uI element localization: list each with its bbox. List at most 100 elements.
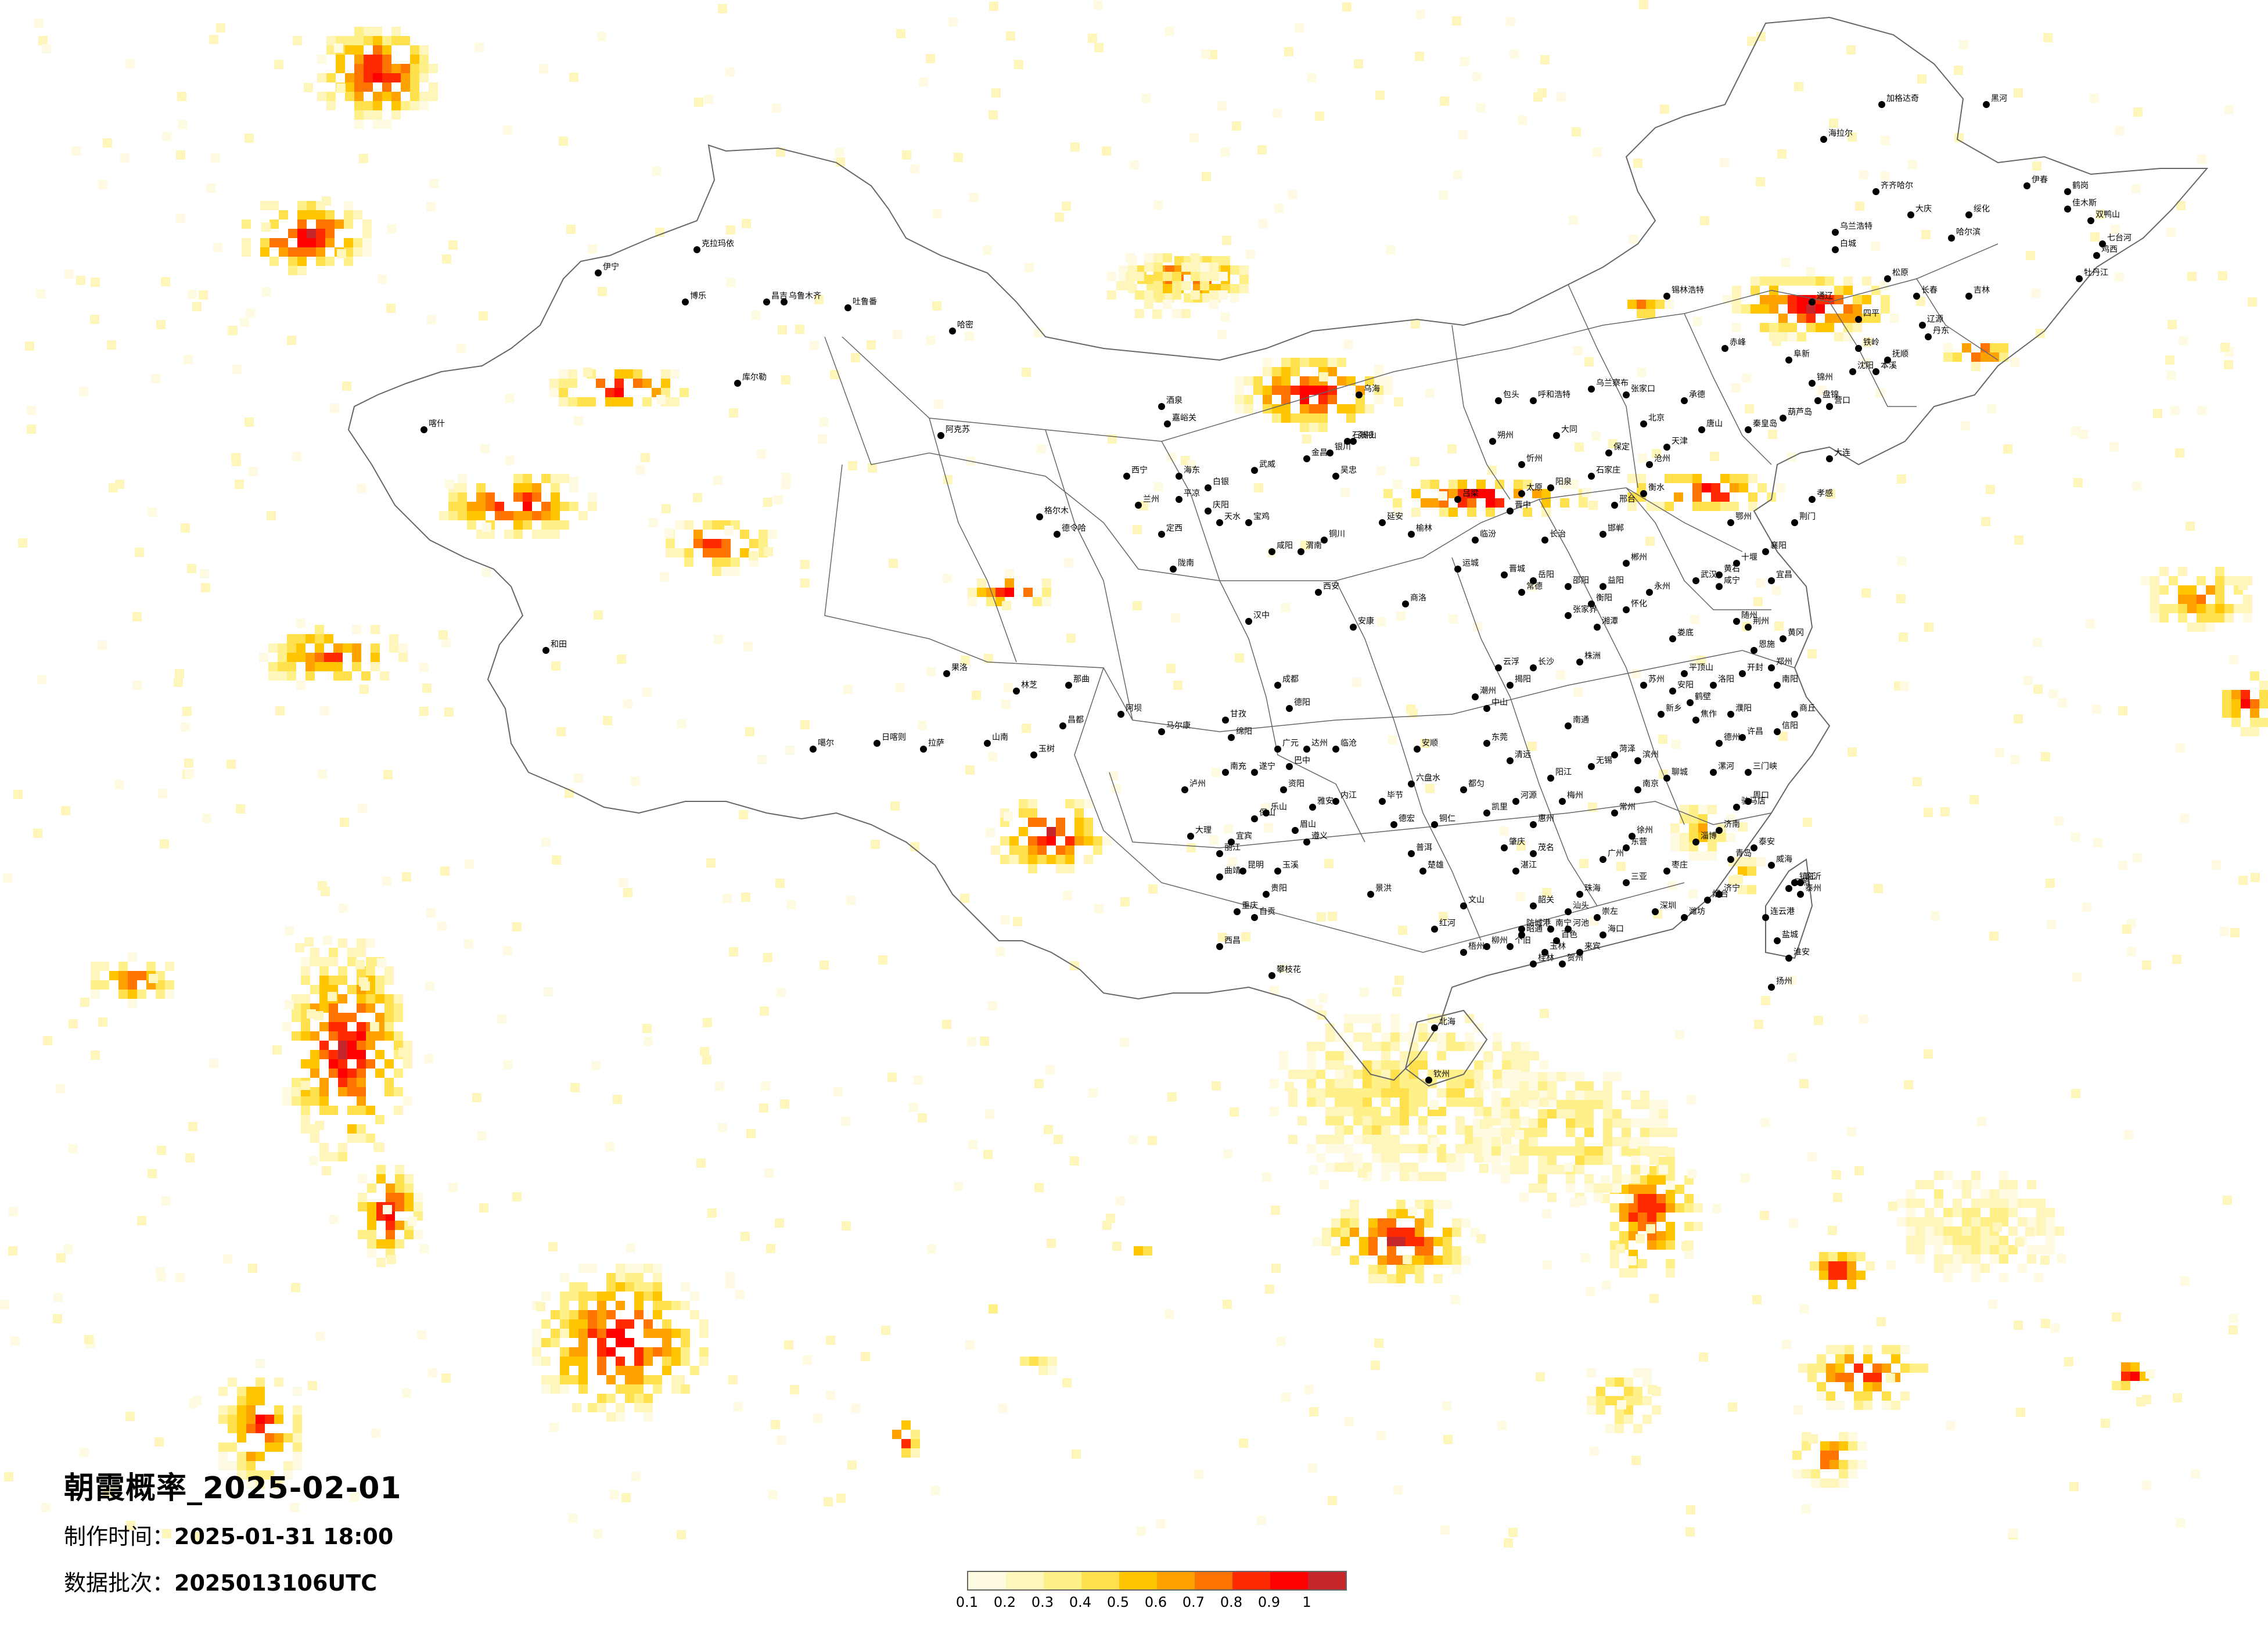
heat-cell [367, 1230, 376, 1239]
taiwan-outline [1765, 858, 1813, 959]
heat-cell [2231, 708, 2241, 718]
heat-cell [301, 1081, 310, 1090]
city-dot [1774, 728, 1781, 735]
city-label: 大庆 [1915, 204, 1932, 214]
heat-cell [1001, 700, 1011, 709]
heat-cell [1692, 483, 1702, 492]
city-dot [1948, 235, 1955, 242]
heat-cell [404, 1230, 414, 1239]
heat-cell [694, 98, 703, 107]
heat-cell [597, 1394, 606, 1403]
heat-cell [861, 1352, 870, 1361]
heat-cell [1112, 784, 1121, 793]
heat-cell [988, 1001, 997, 1010]
heat-cell [213, 243, 222, 252]
heat-cell [2043, 33, 2053, 42]
heat-cell [125, 1412, 135, 1421]
city-label: 德阳 [1294, 698, 1310, 707]
city-label: 六盘水 [1416, 773, 1440, 783]
heat-cell [1107, 272, 1116, 281]
heat-cell [1065, 836, 1074, 846]
heat-cell [1502, 1079, 1511, 1088]
heat-cell [549, 388, 559, 397]
heat-cell [1335, 1107, 1344, 1116]
city-label: 太原 [1526, 483, 1543, 492]
heat-cell [1647, 1194, 1656, 1203]
heat-cell [1619, 1213, 1629, 1222]
heat-cell [1584, 1183, 1594, 1193]
city-label: 南通 [1573, 715, 1589, 725]
heat-cell [1446, 1163, 1455, 1172]
heat-cell [1212, 1081, 1221, 1091]
heat-cell [401, 64, 410, 73]
heat-cell [1307, 1088, 1316, 1098]
heat-cell [721, 557, 731, 567]
heat-cell [512, 1192, 522, 1201]
city-label: 安顺 [1422, 739, 1438, 748]
heat-cell [316, 238, 325, 247]
heat-cell [1126, 281, 1135, 290]
heat-cell [1532, 489, 1541, 498]
heat-cell [329, 1059, 338, 1069]
city-label: 茂名 [1538, 843, 1554, 852]
heat-cell [347, 1050, 357, 1059]
city-label: 金昌 [1311, 448, 1328, 458]
heat-cell [1521, 1116, 1530, 1125]
heat-cell [337, 249, 346, 258]
heat-cell [1335, 1088, 1344, 1098]
heat-cell [1473, 622, 1482, 631]
heat-cell [1612, 1137, 1622, 1146]
city-dot [1809, 496, 1816, 503]
city-label: 滨州 [1642, 750, 1659, 760]
heat-cell [1547, 1193, 1557, 1202]
heat-cell [1659, 1128, 1668, 1137]
heat-cell [552, 855, 561, 865]
heat-cell [118, 962, 128, 971]
heat-cell [1807, 1364, 1817, 1373]
heat-cell [1376, 617, 1386, 627]
city-dot [1623, 606, 1630, 613]
heat-cell [237, 1452, 246, 1461]
heat-cell [1156, 1519, 1166, 1528]
heat-cell [583, 368, 592, 377]
heat-cell [1915, 1180, 1925, 1189]
heat-cell [441, 638, 451, 647]
heat-cell [2223, 1196, 2232, 1205]
heat-cell [382, 64, 391, 73]
city-dot [1739, 670, 1746, 677]
city-dot [1716, 583, 1723, 590]
city-dot [1600, 856, 1606, 863]
heat-cell [209, 35, 218, 44]
heat-cell [2150, 613, 2159, 623]
heat-cell [458, 474, 467, 483]
heat-cell [712, 567, 721, 576]
heat-cell [296, 681, 305, 690]
heat-cell [2251, 873, 2260, 882]
heat-cell [1288, 1098, 1297, 1107]
heat-cell [2215, 585, 2224, 595]
heat-cell [1028, 818, 1037, 827]
china-outline [347, 16, 2209, 1081]
city-label: 东营 [1631, 837, 1647, 847]
heat-cell [726, 225, 735, 235]
heat-cell [391, 36, 401, 45]
heat-cell [1363, 1116, 1372, 1125]
heat-cell [310, 957, 319, 966]
heat-cell [1969, 795, 1979, 804]
heat-cell [644, 1282, 653, 1292]
heat-cell [364, 55, 373, 64]
city-dot [1327, 449, 1334, 456]
heat-cell [56, 1084, 65, 1093]
heat-cell [1455, 1098, 1465, 1107]
heat-cell [1344, 1065, 1353, 1074]
heat-cell [120, 153, 130, 163]
heat-cell [1381, 1051, 1390, 1060]
heat-cell [1491, 1091, 1501, 1100]
heat-cell [1575, 1165, 1584, 1174]
heat-cell [1352, 678, 1361, 687]
heat-cell [918, 721, 927, 730]
city-dot [1507, 757, 1514, 764]
heat-cell [1871, 242, 1880, 251]
heat-cell [1502, 1144, 1511, 1153]
heat-cell [2250, 671, 2259, 681]
